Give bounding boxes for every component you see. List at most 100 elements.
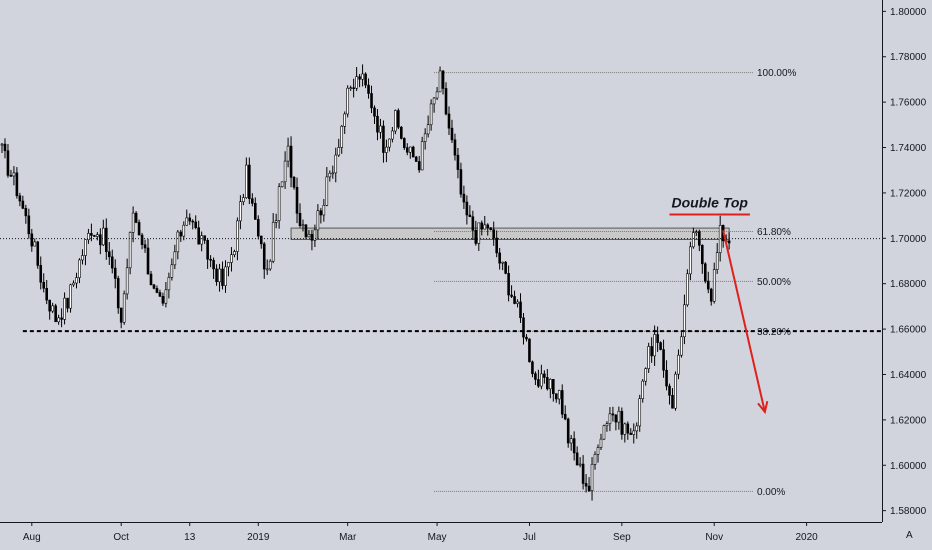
candle xyxy=(173,244,177,270)
candle-body xyxy=(15,172,19,197)
candle xyxy=(677,349,680,380)
candle xyxy=(376,109,379,141)
price-tick-label: 1.66000 xyxy=(890,325,927,336)
candle xyxy=(116,275,120,314)
candle xyxy=(525,334,528,342)
candle-body xyxy=(465,201,469,216)
fib-retracement-layer: 100.00% 61.80% 50.00% 38.20% 0.00% xyxy=(434,68,797,498)
candle xyxy=(620,407,624,440)
candle xyxy=(322,199,326,222)
candle-body xyxy=(423,133,427,142)
candle xyxy=(477,222,481,251)
candle-body xyxy=(131,212,135,233)
candle-body xyxy=(212,259,215,270)
candle-body xyxy=(119,307,123,323)
resistance-zone[interactable] xyxy=(290,227,730,240)
candle xyxy=(715,243,719,274)
candle xyxy=(143,239,147,253)
candle xyxy=(435,86,439,101)
candle-body xyxy=(265,268,269,271)
candle xyxy=(0,142,4,154)
candle xyxy=(608,407,612,432)
candle xyxy=(575,446,579,466)
candle-body xyxy=(164,289,168,304)
candle xyxy=(99,228,102,255)
candle xyxy=(122,290,126,325)
candle-body xyxy=(134,212,138,223)
candle-body xyxy=(319,210,323,216)
candle-body xyxy=(397,110,400,128)
candle xyxy=(382,120,385,163)
candle xyxy=(712,262,716,304)
candle xyxy=(593,451,597,470)
auto-scale-button[interactable]: A xyxy=(906,530,913,541)
candle-body xyxy=(197,227,200,245)
candle-body xyxy=(665,369,668,387)
candle xyxy=(554,393,558,403)
time-tick-label: Oct xyxy=(113,532,129,543)
candle-body xyxy=(459,169,463,195)
candle xyxy=(438,66,442,93)
candle xyxy=(453,133,457,161)
candle xyxy=(700,244,704,274)
candle xyxy=(254,197,257,220)
candle-body xyxy=(206,240,209,260)
candle xyxy=(251,193,254,207)
candle xyxy=(102,219,105,247)
candle xyxy=(587,477,591,493)
candle-body xyxy=(182,224,186,237)
candle xyxy=(36,240,40,269)
candle-body xyxy=(700,244,704,265)
candle xyxy=(42,273,46,293)
candle xyxy=(337,138,341,157)
candle xyxy=(63,292,66,325)
candle-body xyxy=(87,233,90,241)
candle xyxy=(659,341,662,351)
candle xyxy=(417,155,421,173)
time-axis[interactable]: Aug Oct 13 2019 Mar May Jul Sep Nov 2020 xyxy=(0,522,882,543)
candle-body xyxy=(411,146,415,158)
candle xyxy=(650,337,653,363)
candle-body xyxy=(215,268,218,283)
candle xyxy=(230,247,233,272)
candle-body xyxy=(185,217,189,226)
candle xyxy=(292,175,296,190)
candle xyxy=(325,167,329,207)
candle xyxy=(674,371,677,411)
time-tick-label: 2020 xyxy=(795,532,818,543)
candle xyxy=(313,224,317,247)
candle-body xyxy=(27,215,31,235)
candle-body xyxy=(146,247,150,275)
candle-body xyxy=(283,160,287,183)
candle xyxy=(113,259,117,289)
candle-body xyxy=(447,113,451,129)
time-tick-label: Mar xyxy=(339,532,357,543)
candle xyxy=(495,230,498,258)
candle xyxy=(33,238,37,247)
candle xyxy=(203,235,206,244)
candle xyxy=(519,293,522,323)
candle-body xyxy=(426,124,430,135)
projection-arrow-shaft[interactable] xyxy=(722,230,766,413)
candle-body xyxy=(534,373,537,380)
candle-body xyxy=(477,222,481,244)
candle-body xyxy=(337,147,341,156)
candle-body xyxy=(0,143,4,146)
candle-body xyxy=(656,334,659,343)
candle-body xyxy=(6,150,10,176)
candle xyxy=(405,143,409,156)
candle-body xyxy=(605,423,609,427)
price-axis[interactable]: 1.80000 1.78000 1.76000 1.74000 1.72000 1.700… xyxy=(882,0,932,550)
candle xyxy=(60,308,63,328)
candle-body xyxy=(352,87,355,90)
candle xyxy=(286,137,290,168)
candle-body xyxy=(507,273,510,296)
candle xyxy=(703,262,707,284)
candle xyxy=(69,283,72,313)
candle-body xyxy=(522,317,525,338)
candle-body xyxy=(63,297,66,320)
candle xyxy=(489,227,493,231)
candle xyxy=(161,292,165,306)
candle-body xyxy=(364,73,367,86)
